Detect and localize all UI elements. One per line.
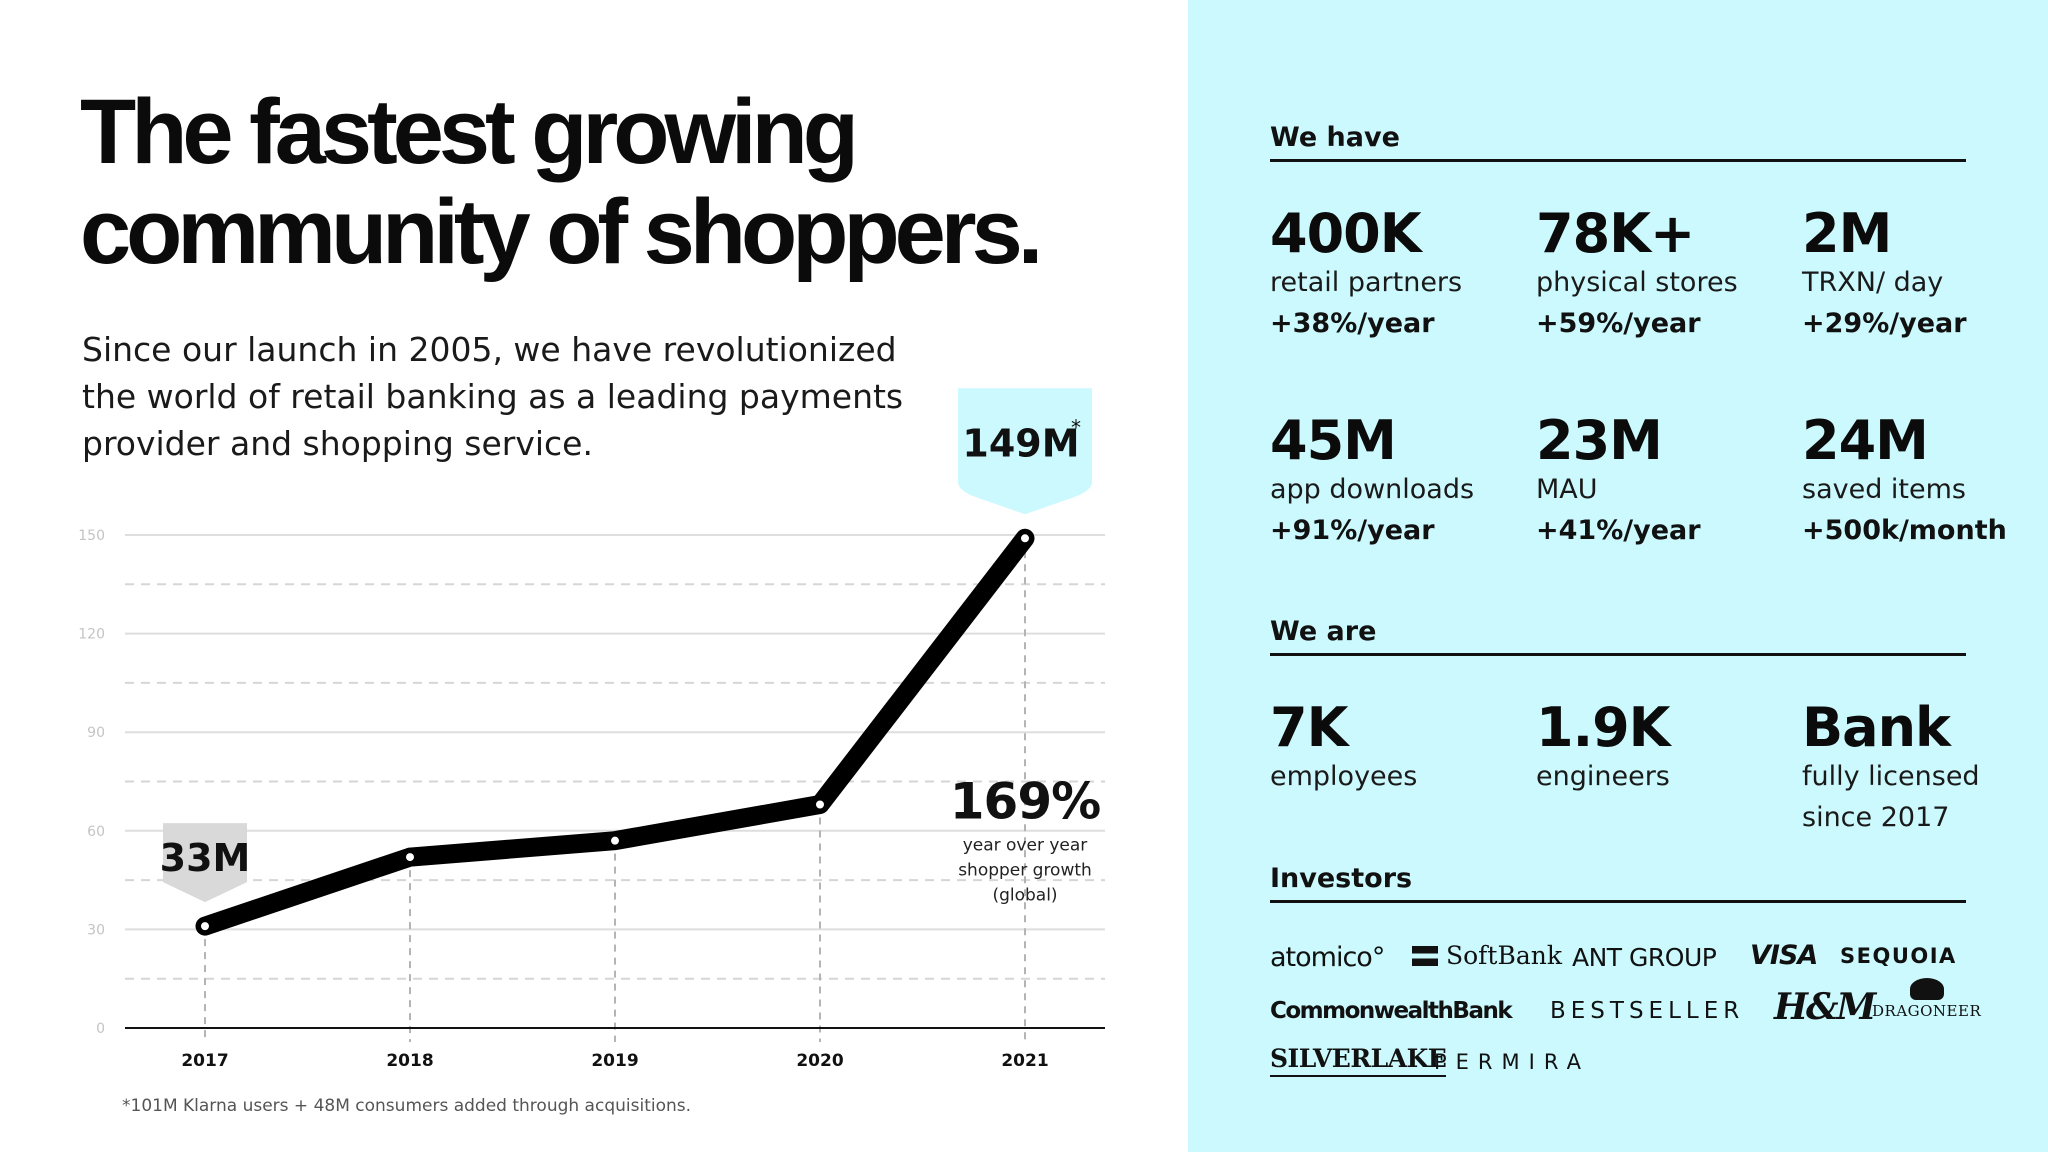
x-grid-lines xyxy=(204,538,1026,1042)
stat-growth: +29%/year xyxy=(1802,308,1967,339)
data-point xyxy=(402,849,418,866)
stat-growth: +91%/year xyxy=(1270,515,1435,546)
intro-line-1: Since our launch in 2005, we have revolu… xyxy=(82,330,897,369)
start-callout: 33M xyxy=(160,823,251,903)
stat-value: 78K+ xyxy=(1536,202,1695,265)
grid-lines xyxy=(125,534,1105,980)
softbank-bars-icon xyxy=(1412,946,1438,966)
end-callout: 149M * xyxy=(958,388,1092,515)
stat-mau: 23M MAU +41%/year xyxy=(1536,411,1796,551)
y-tick-label: 120 xyxy=(78,627,105,643)
dragoneer-logo: DRAGONEER xyxy=(1872,978,1981,1020)
left-panel: The fastest growing community of shopper… xyxy=(78,81,1105,1116)
stat-value: Bank xyxy=(1802,696,1951,759)
we-have-heading: We have xyxy=(1270,122,1966,162)
y-tick-label: 60 xyxy=(87,824,105,840)
softbank-logo-text: SoftBank xyxy=(1446,941,1563,970)
intro-line-2: the world of retail banking as a leading… xyxy=(82,377,904,416)
stat-growth: +41%/year xyxy=(1536,515,1701,546)
end-callout-marker: * xyxy=(1071,415,1081,439)
x-tick-label: 2019 xyxy=(591,1051,638,1071)
stat-physical-stores: 78K+ physical stores +59%/year xyxy=(1536,204,1796,344)
growth-label-line-3: (global) xyxy=(992,886,1057,906)
ant-group-logo: ANT GROUP xyxy=(1572,943,1717,972)
y-tick-label: 90 xyxy=(87,725,105,741)
stat-value: 2M xyxy=(1802,202,1892,265)
data-point xyxy=(607,832,623,849)
stat-label: retail partners xyxy=(1270,267,1463,298)
bestseller-logo: BESTSELLER xyxy=(1550,998,1745,1024)
silverlake-logo: SILVERLAKE xyxy=(1270,1044,1447,1077)
stat-saved-items: 24M saved items +500k/month xyxy=(1802,411,2048,551)
x-tick-label: 2021 xyxy=(1001,1051,1048,1071)
data-point xyxy=(197,918,213,935)
growth-annotation: 169% year over year shopper growth (glob… xyxy=(950,773,1101,906)
y-tick-label: 150 xyxy=(78,528,105,544)
growth-label-line-1: year over year xyxy=(963,836,1088,856)
softbank-logo: SoftBank xyxy=(1412,941,1562,970)
growth-label-line-2: shopper growth xyxy=(958,861,1092,881)
x-axis-ticks: 2017 2018 2019 2020 2021 xyxy=(181,1051,1048,1071)
sequoia-logo: SEQUOIA xyxy=(1840,944,1957,968)
shopper-growth-chart: 0 30 60 90 120 150 2017 2018 2019 2020 2021 33M 1… xyxy=(78,388,1105,1071)
data-points xyxy=(197,530,1033,935)
y-tick-label: 30 xyxy=(87,922,105,938)
stat-label: MAU xyxy=(1536,474,1598,505)
stat-employees: 7K employees xyxy=(1270,698,1530,797)
intro-text: Since our launch in 2005, we have revolu… xyxy=(82,326,922,467)
stat-engineers: 1.9K engineers xyxy=(1536,698,1796,797)
stat-label: fully licensed since 2017 xyxy=(1802,761,1980,833)
dragoneer-logo-text: DRAGONEER xyxy=(1872,1002,1982,1020)
intro-line-3: provider and shopping service. xyxy=(82,424,593,463)
permira-logo: PERMIRA xyxy=(1434,1050,1590,1074)
stat-label: TRXN/ day xyxy=(1802,267,1944,298)
stat-label: app downloads xyxy=(1270,474,1475,505)
data-point xyxy=(812,796,828,813)
atomico-logo: atomico° xyxy=(1270,942,1385,973)
x-tick-label: 2018 xyxy=(386,1051,433,1071)
stat-value: 400K xyxy=(1270,202,1422,265)
commonwealth-bank-logo-text: CommonwealthBank xyxy=(1270,998,1513,1024)
investors-heading: Investors xyxy=(1270,863,1966,903)
data-point xyxy=(1017,530,1033,547)
start-callout-shape xyxy=(163,823,247,903)
page-title: The fastest growing community of shopper… xyxy=(80,81,1043,283)
stat-growth: +59%/year xyxy=(1536,308,1701,339)
end-callout-shape xyxy=(958,388,1092,515)
x-tick-label: 2020 xyxy=(796,1051,843,1071)
hm-logo: H&M xyxy=(1774,986,1876,1028)
stat-label: saved items xyxy=(1802,474,1966,505)
footnote: *101M Klarna users + 48M consumers added… xyxy=(122,1096,692,1116)
commonwealth-bank-logo: CommonwealthBank xyxy=(1270,998,1513,1024)
stat-value: 45M xyxy=(1270,409,1397,472)
title-line-2: community of shoppers. xyxy=(80,181,1043,283)
y-axis-ticks: 0 30 60 90 120 150 xyxy=(78,528,105,1037)
stat-value: 23M xyxy=(1536,409,1663,472)
growth-value: 169% xyxy=(950,773,1100,831)
stat-label: engineers xyxy=(1536,761,1670,792)
we-are-heading: We are xyxy=(1270,616,1966,656)
stat-label: employees xyxy=(1270,761,1418,792)
end-callout-label: 149M xyxy=(962,421,1079,465)
stat-label: physical stores xyxy=(1536,267,1738,298)
stat-bank-license: Bank fully licensed since 2017 xyxy=(1802,698,2048,838)
visa-logo: VISA xyxy=(1750,940,1818,971)
right-panel xyxy=(1188,0,2048,1152)
dragoneer-mark-icon xyxy=(1909,978,1944,1000)
stat-transactions: 2M TRXN/ day +29%/year xyxy=(1802,204,2048,344)
stat-app-downloads: 45M app downloads +91%/year xyxy=(1270,411,1530,551)
x-tick-label: 2017 xyxy=(181,1051,228,1071)
stat-value: 1.9K xyxy=(1536,696,1671,759)
stat-value: 24M xyxy=(1802,409,1929,472)
stat-value: 7K xyxy=(1270,696,1348,759)
stat-growth: +38%/year xyxy=(1270,308,1435,339)
y-tick-label: 0 xyxy=(96,1021,105,1037)
title-line-1: The fastest growing xyxy=(80,81,859,183)
stat-retail-partners: 400K retail partners +38%/year xyxy=(1270,204,1530,344)
start-callout-label: 33M xyxy=(160,836,251,880)
stat-growth: +500k/month xyxy=(1802,515,2007,546)
